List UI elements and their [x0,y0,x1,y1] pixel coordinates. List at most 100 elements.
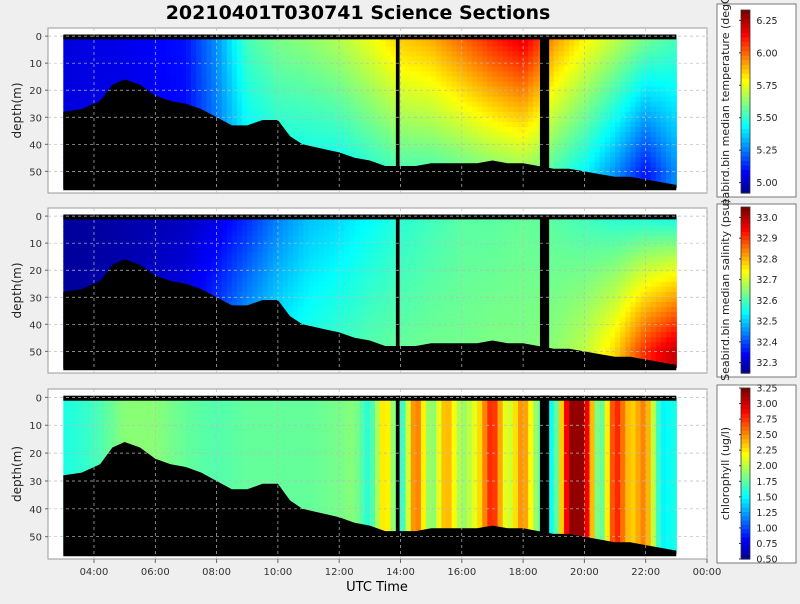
heatmap-cell [268,282,274,288]
heatmap-cell [559,56,565,62]
heatmap-cell [232,257,238,263]
heatmap-cell [411,117,417,123]
heatmap-cell [636,72,642,78]
heatmap-cell [375,77,381,83]
heatmap-cell [452,152,458,158]
heatmap-cell [222,92,228,98]
heatmap-cell [472,147,478,153]
heatmap-cell [288,56,294,62]
heatmap-cell [74,77,80,83]
heatmap-cell [365,147,371,153]
colorbar-swatch [741,10,750,15]
heatmap-cell [380,157,386,163]
heatmap-cell [651,132,657,138]
heatmap-cell [99,51,105,57]
heatmap-cell [94,46,100,52]
heatmap-cell [135,41,141,47]
heatmap-cell [171,56,177,62]
heatmap-cell [68,97,74,103]
heatmap-cell [498,46,504,52]
heatmap-cell [74,87,80,93]
heatmap-cell [625,87,631,93]
heatmap-cell [365,152,371,158]
heatmap-cell [237,51,243,57]
heatmap-cell [288,127,294,133]
colorbar-swatch [741,129,750,134]
heatmap-cell [104,252,110,258]
heatmap-cell [492,137,498,143]
heatmap-cell [171,221,177,227]
heatmap-cell [467,56,473,62]
heatmap-cell [217,102,223,108]
heatmap-cell [217,252,223,258]
heatmap-cell [411,77,417,83]
heatmap-cell [528,92,534,98]
heatmap-cell [416,46,422,52]
heatmap-cell [385,87,391,93]
heatmap-cell [201,252,207,258]
heatmap-cell [252,41,258,47]
heatmap-cell [257,226,263,232]
heatmap-cell [646,132,652,138]
heatmap-cell [380,87,386,93]
heatmap-cell [574,87,580,93]
heatmap-cell [283,122,289,128]
heatmap-cell [401,107,407,113]
heatmap-cell [155,87,161,93]
heatmap-cell [227,287,233,293]
heatmap-cell [349,97,355,103]
heatmap-cell [257,272,263,278]
heatmap-cell [176,56,182,62]
heatmap-cell [104,226,110,232]
heatmap-cell [528,127,534,133]
heatmap-cell [191,236,197,242]
heatmap-cell [365,92,371,98]
heatmap-cell [257,41,263,47]
heatmap-cell [528,51,534,57]
heatmap-cell [68,252,74,258]
heatmap-cell [406,107,412,113]
heatmap-cell [595,132,601,138]
heatmap-cell [237,246,243,252]
heatmap-cell [467,142,473,148]
heatmap-cell [426,82,432,88]
heatmap-cell [625,147,631,153]
heatmap-cell [625,162,631,168]
heatmap-cell [160,267,166,273]
heatmap-cell [569,147,575,153]
heatmap-cell [661,132,667,138]
heatmap-cell [503,77,509,83]
heatmap-cell [411,97,417,103]
heatmap-cell [166,221,172,227]
heatmap-cell [651,61,657,67]
heatmap-cell [426,46,432,52]
heatmap-cell [508,112,514,118]
heatmap-cell [63,262,69,268]
heatmap-cell [94,262,100,268]
heatmap-cell [646,122,652,128]
heatmap-cell [309,92,315,98]
heatmap-cell [462,66,468,72]
heatmap-cell [528,152,534,158]
heatmap-cell [482,142,488,148]
heatmap-cell [595,162,601,168]
heatmap-cell [636,167,642,173]
heatmap-cell [651,122,657,128]
heatmap-cell [125,221,131,227]
heatmap-cell [278,72,284,78]
heatmap-cell [242,262,248,268]
heatmap-cell [630,137,636,143]
heatmap-cell [237,272,243,278]
heatmap-cell [145,257,151,263]
heatmap-cell [513,122,519,128]
heatmap-cell [554,77,560,83]
heatmap-cell [125,236,131,242]
heatmap-cell [365,87,371,93]
heatmap-cell [630,51,636,57]
heatmap-cell [498,112,504,118]
heatmap-cell [181,51,187,57]
heatmap-cell [636,92,642,98]
heatmap-cell [549,162,555,168]
heatmap-cell [293,82,299,88]
heatmap-cell [99,262,105,268]
